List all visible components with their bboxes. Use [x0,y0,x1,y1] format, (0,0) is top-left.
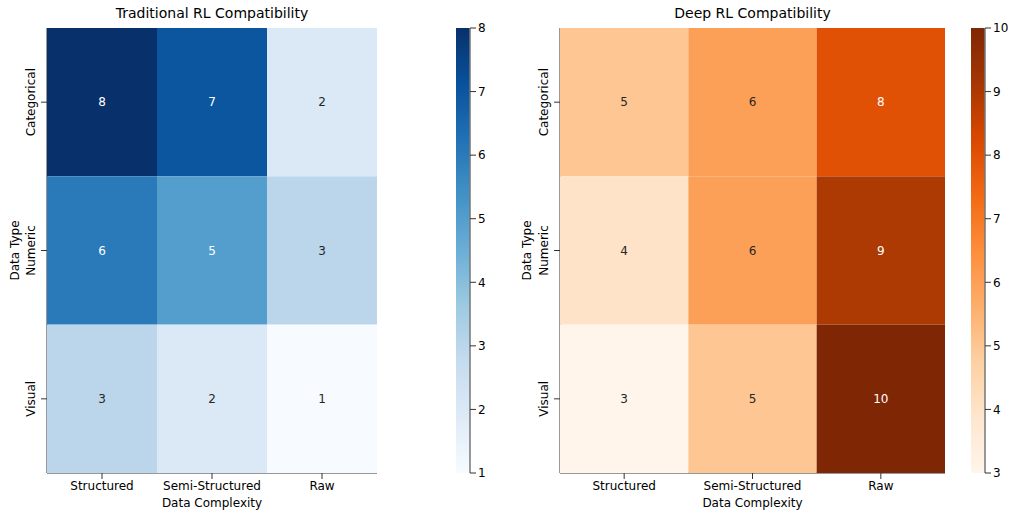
svg-text:2: 2 [208,392,216,406]
svg-text:5: 5 [478,212,486,226]
svg-text:6: 6 [478,148,486,162]
html-text:Traditional RL Compatibility: Traditional RL Compatibility [115,5,309,21]
svg-text:Numeric: Numeric [24,225,38,276]
svg-text:Structured: Structured [592,479,655,493]
svg-text:Structured: Structured [70,479,133,493]
svg-text:1: 1 [478,466,486,480]
svg-text:3: 3 [478,339,486,353]
svg-text:8: 8 [478,21,486,35]
svg-text:8: 8 [993,148,1001,162]
svg-text:7: 7 [208,95,216,109]
html-text:Deep RL Compatibility: Deep RL Compatibility [674,5,831,21]
svg-text:5: 5 [620,95,628,109]
svg-text:6: 6 [993,276,1001,290]
svg-text:8: 8 [98,95,106,109]
svg-text:3: 3 [98,392,106,406]
svg-text:Visual: Visual [537,381,551,417]
svg-text:2: 2 [478,403,486,417]
svg-text:6: 6 [98,244,106,258]
svg-text:Numeric: Numeric [537,225,551,276]
svg-text:Data Complexity: Data Complexity [162,496,262,510]
svg-text:Data Complexity: Data Complexity [702,496,802,510]
svg-text:3: 3 [993,466,1001,480]
svg-text:9: 9 [877,244,885,258]
svg-text:10: 10 [873,392,888,406]
svg-text:Visual: Visual [24,381,38,417]
svg-text:Raw: Raw [868,479,893,493]
svg-text:7: 7 [478,85,486,99]
svg-text:6: 6 [749,95,757,109]
svg-text:9: 9 [993,85,1001,99]
svg-text:Semi-Structured: Semi-Structured [163,479,261,493]
svg-text:8: 8 [877,95,885,109]
svg-text:Semi-Structured: Semi-Structured [704,479,802,493]
svg-text:1: 1 [318,392,326,406]
svg-text:Categorical: Categorical [537,68,551,136]
svg-text:4: 4 [478,276,486,290]
svg-text:5: 5 [208,244,216,258]
svg-text:6: 6 [749,244,757,258]
svg-text:2: 2 [318,95,326,109]
svg-text:10: 10 [993,21,1008,35]
svg-text:Data Type: Data Type [520,220,534,280]
svg-text:3: 3 [620,392,628,406]
svg-text:4: 4 [620,244,628,258]
svg-text:Raw: Raw [309,479,334,493]
svg-text:Categorical: Categorical [24,68,38,136]
svg-text:5: 5 [749,392,757,406]
svg-text:5: 5 [993,339,1001,353]
svg-text:7: 7 [993,212,1001,226]
svg-text:3: 3 [318,244,326,258]
svg-text:Data Type: Data Type [8,220,22,280]
svg-text:4: 4 [993,403,1001,417]
